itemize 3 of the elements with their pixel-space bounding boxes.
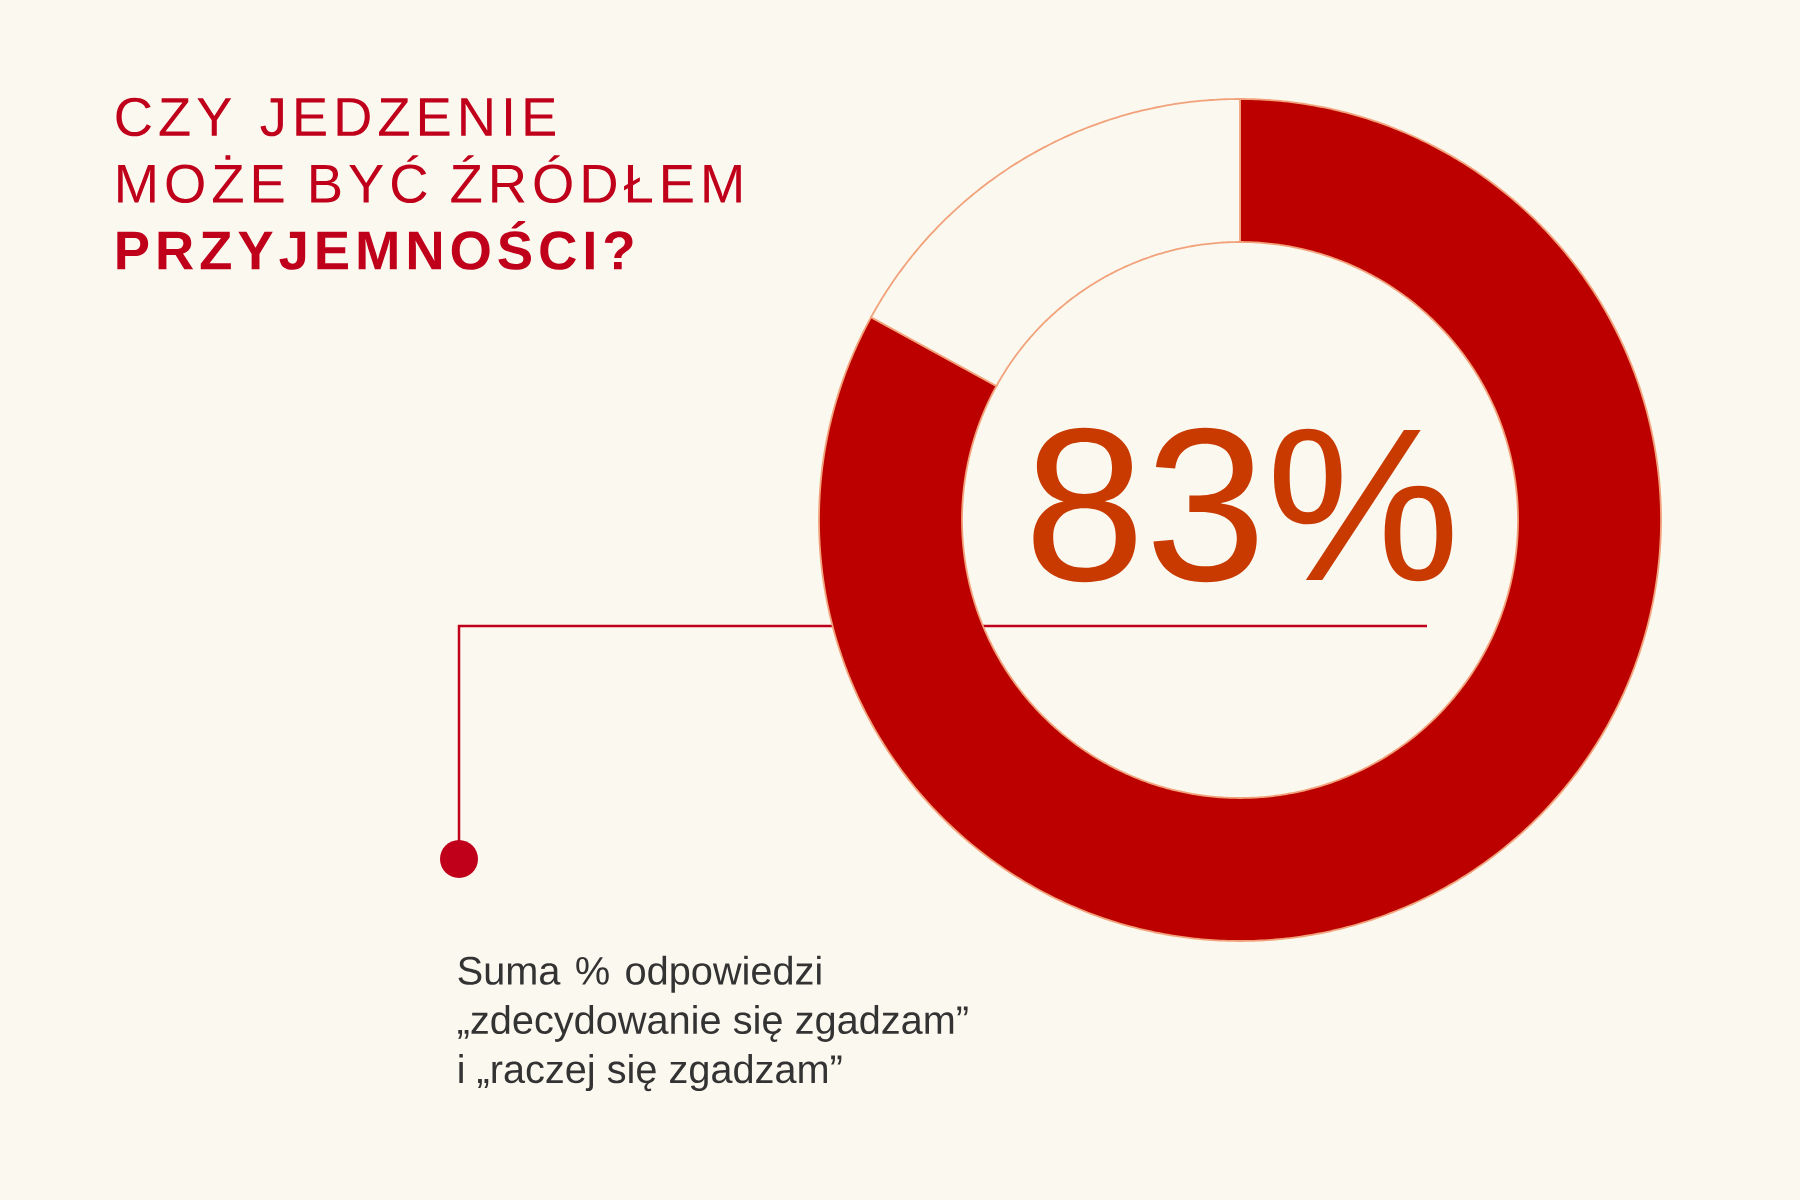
text: CZY JEDZENIE MOŻE BYĆ ŹRÓDŁEM PRZYJEMNOŚCI? <box>116 97 741 270</box>
data-label: 83% <box>1033 427 1453 583</box>
text: Suma % odpowiedzi „zdecydowanie się zgadzam” i „raczej się zgadzam” <box>458 955 968 1092</box>
